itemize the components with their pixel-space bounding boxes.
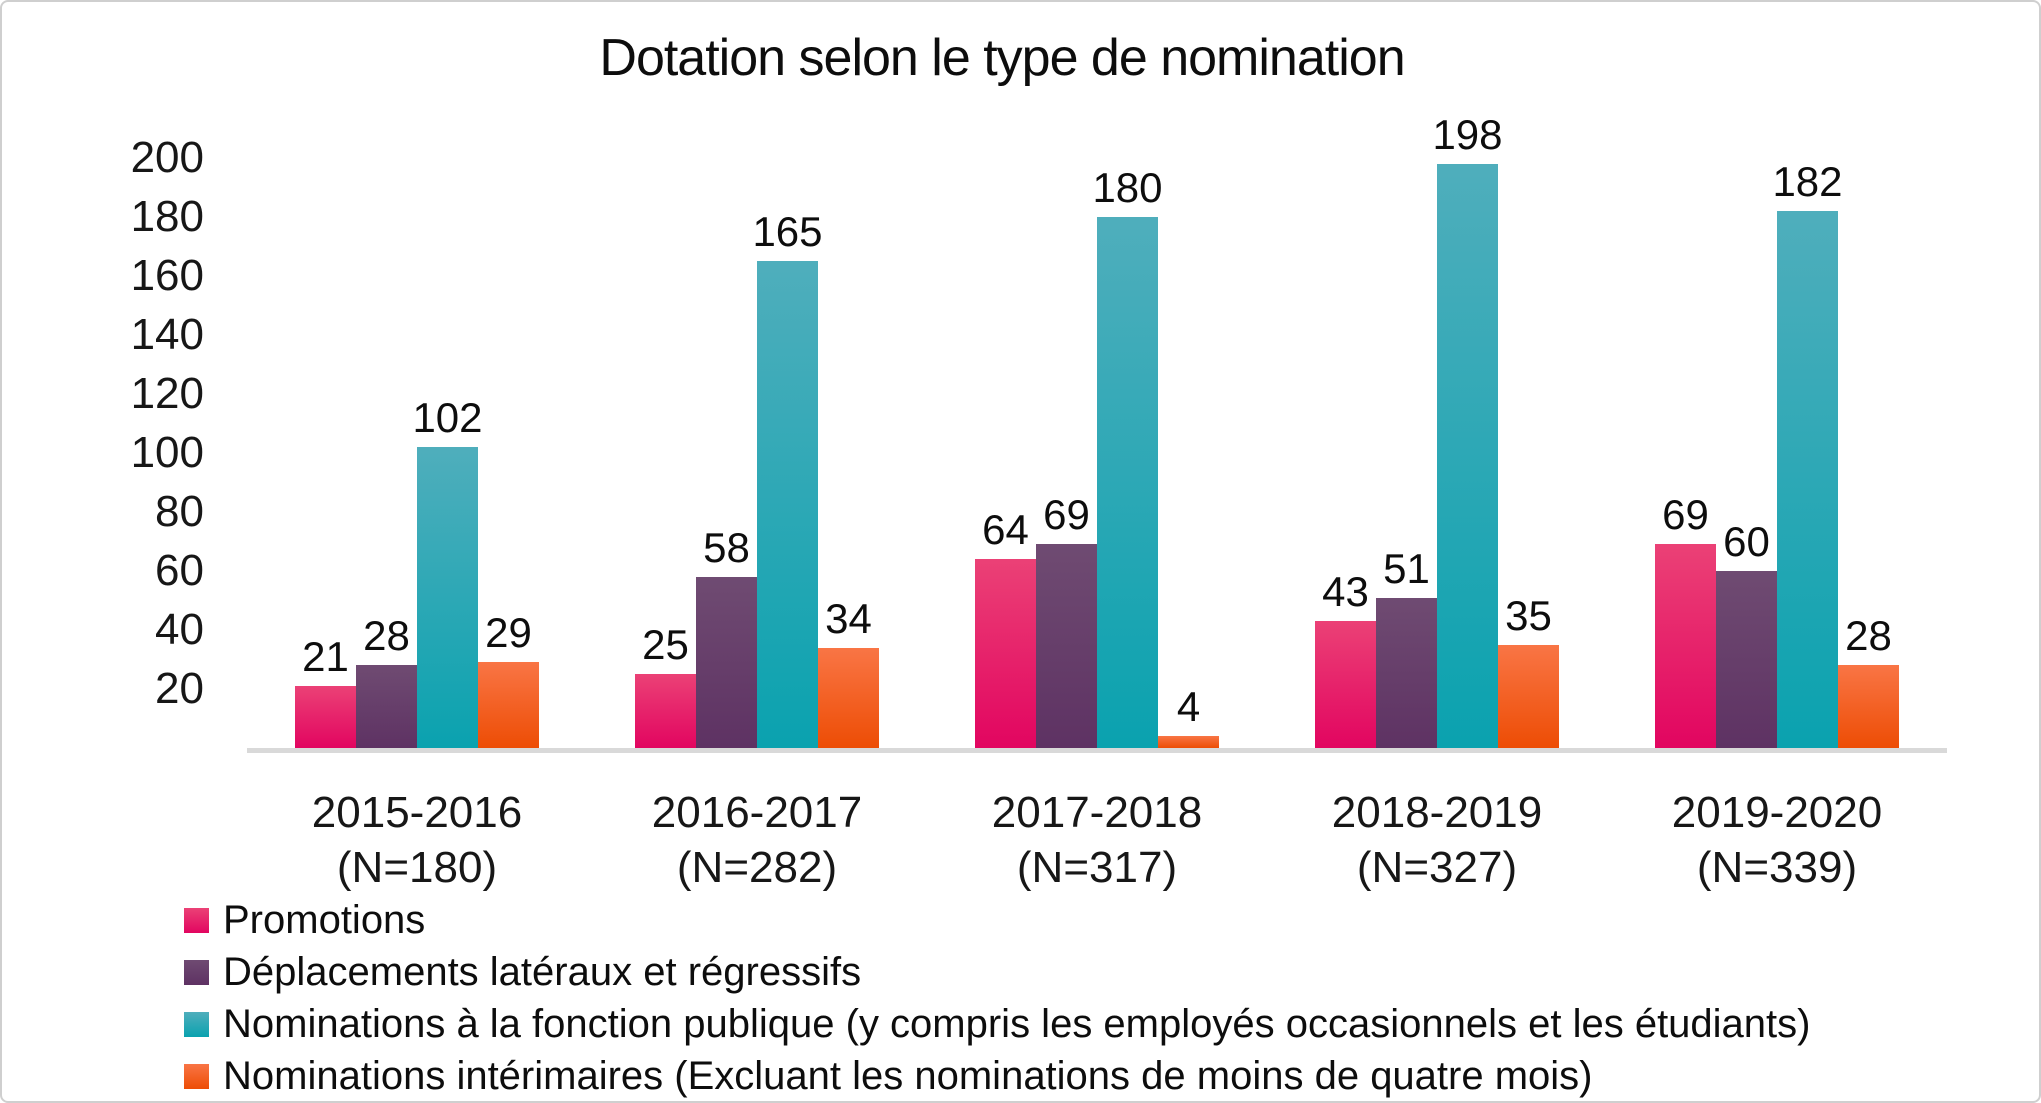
x-axis-category-label: 2015-2016 (N=180) (247, 785, 587, 895)
legend-item: Nominations à la fonction publique (y co… (184, 1002, 1810, 1046)
bar-deplacements-lateraux-et-regressifs (1716, 571, 1777, 748)
bar-value-label: 21 (302, 633, 349, 680)
legend-label: Déplacements latéraux et régressifs (223, 949, 862, 994)
x-axis-category-label: 2016-2017 (N=282) (587, 785, 927, 895)
category-year: 2018-2019 (1331, 788, 1543, 837)
y-axis-tick-label: 160 (130, 251, 204, 300)
y-axis-tick-label: 40 (155, 605, 204, 654)
category-n: (N=317) (1016, 843, 1178, 892)
bar-value-label: 180 (1092, 164, 1163, 211)
bar-promotions (975, 559, 1036, 748)
legend-label: Nominations intérimaires (Excluant les n… (223, 1053, 1593, 1098)
bar-value-label: 165 (752, 208, 823, 255)
y-axis-tick-label: 180 (130, 192, 204, 241)
category-n: (N=327) (1356, 843, 1518, 892)
bar-deplacements-lateraux-et-regressifs (1376, 598, 1437, 748)
category-year: 2019-2020 (1671, 788, 1883, 837)
legend-label: Nominations à la fonction publique (y co… (223, 1001, 1811, 1046)
bar-promotions (1315, 621, 1376, 748)
bar-nominations-fonction-publique (1097, 217, 1158, 748)
legend-item: Déplacements latéraux et régressifs (184, 950, 861, 994)
legend-item: Nominations intérimaires (Excluant les n… (184, 1054, 1593, 1098)
bar-deplacements-lateraux-et-regressifs (1036, 544, 1097, 748)
bar-value-label: 43 (1322, 568, 1369, 615)
y-axis-tick-label: 80 (155, 487, 204, 536)
bar-value-label: 64 (982, 506, 1029, 553)
legend-swatch-nominations-interimaires (184, 1063, 209, 1089)
bar-promotions (635, 674, 696, 748)
legend-item: Promotions (184, 898, 425, 942)
bar-value-label: 69 (1043, 491, 1090, 538)
legend-swatch-promotions (184, 907, 209, 933)
x-axis-category-label: 2019-2020 (N=339) (1607, 785, 1947, 895)
chart-title: Dotation selon le type de nomination (599, 29, 1405, 87)
bar-nominations-fonction-publique (757, 261, 818, 748)
bar-nominations-fonction-publique (1777, 211, 1838, 748)
category-year: 2017-2018 (991, 788, 1203, 837)
y-axis-tick-label: 100 (130, 428, 204, 477)
bar-value-label: 102 (412, 394, 483, 441)
bar-nominations-interimaires (1498, 645, 1559, 748)
bar-value-label: 58 (703, 524, 750, 571)
legend-swatch-deplacements-lateraux-et-regressifs (184, 959, 209, 985)
bar-nominations-fonction-publique (417, 447, 478, 748)
category-n: (N=339) (1696, 843, 1858, 892)
bar-value-label: 28 (363, 612, 410, 659)
bar-value-label: 182 (1772, 158, 1843, 205)
bar-promotions (1655, 544, 1716, 748)
x-axis-category-label: 2018-2019 (N=327) (1267, 785, 1607, 895)
legend-label: Promotions (223, 897, 426, 942)
bar-value-label: 198 (1432, 111, 1503, 158)
category-year: 2015-2016 (311, 788, 523, 837)
bar-nominations-fonction-publique (1437, 164, 1498, 748)
bar-deplacements-lateraux-et-regressifs (356, 665, 417, 748)
bar-nominations-interimaires (478, 662, 539, 748)
bar-nominations-interimaires (1838, 665, 1899, 748)
bar-nominations-interimaires (1158, 736, 1219, 748)
category-year: 2016-2017 (651, 788, 863, 837)
x-axis-category-label: 2017-2018 (N=317) (927, 785, 1267, 895)
bar-deplacements-lateraux-et-regressifs (696, 577, 757, 748)
bar-value-label: 4 (1176, 683, 1201, 730)
y-axis-tick-label: 140 (130, 310, 204, 359)
legend-swatch-nominations-fonction-publique (184, 1011, 209, 1037)
y-axis-tick-label: 200 (130, 133, 204, 182)
bar-value-label: 51 (1383, 545, 1430, 592)
bar-value-label: 35 (1505, 592, 1552, 639)
category-n: (N=180) (336, 843, 498, 892)
y-axis-tick-label: 60 (155, 546, 204, 595)
y-axis-tick-label: 20 (155, 664, 204, 713)
bar-value-label: 69 (1662, 491, 1709, 538)
bar-value-label: 29 (485, 609, 532, 656)
bar-nominations-interimaires (818, 648, 879, 748)
y-axis-tick-label: 120 (130, 369, 204, 418)
bar-value-label: 25 (642, 621, 689, 668)
category-n: (N=282) (676, 843, 838, 892)
bar-value-label: 28 (1845, 612, 1892, 659)
bar-value-label: 60 (1723, 518, 1770, 565)
x-axis-line (247, 748, 1947, 753)
bar-promotions (295, 686, 356, 748)
bar-value-label: 34 (825, 595, 872, 642)
